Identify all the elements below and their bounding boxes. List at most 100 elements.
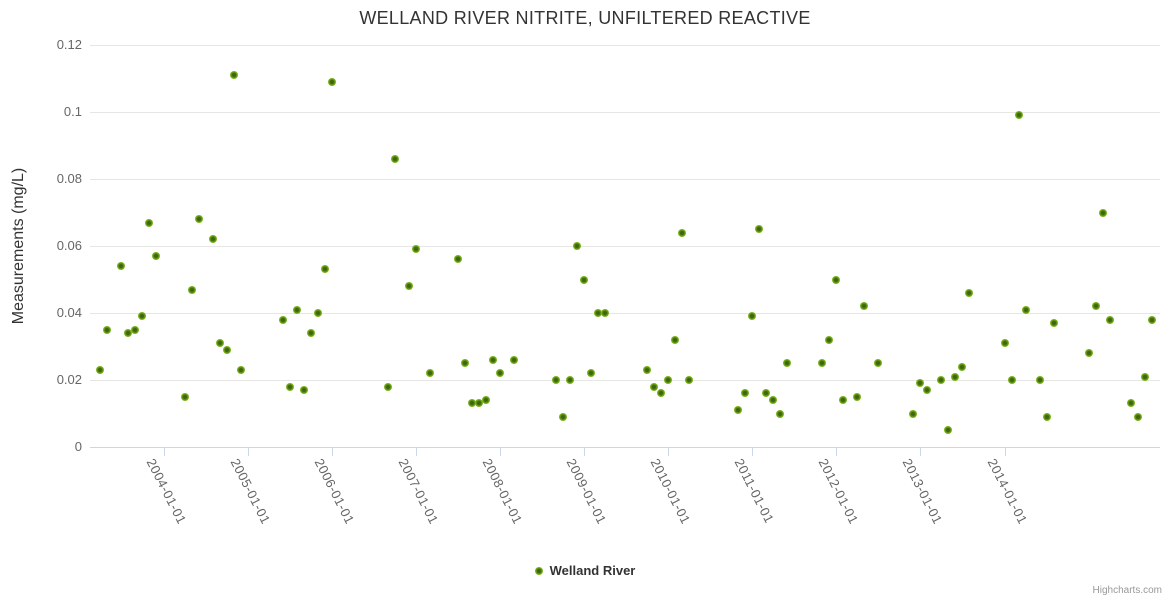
data-point[interactable]: [453, 255, 462, 264]
data-point[interactable]: [678, 228, 687, 237]
data-point[interactable]: [944, 426, 953, 435]
data-point[interactable]: [488, 355, 497, 364]
data-point[interactable]: [320, 265, 329, 274]
data-point[interactable]: [783, 359, 792, 368]
data-point[interactable]: [229, 71, 238, 80]
data-point[interactable]: [1091, 302, 1100, 311]
data-point[interactable]: [601, 309, 610, 317]
legend-label: Welland River: [549, 563, 636, 578]
data-point[interactable]: [643, 365, 652, 374]
data-point[interactable]: [825, 335, 834, 344]
data-point[interactable]: [909, 409, 918, 418]
x-axis-tick: [499, 448, 501, 456]
data-point[interactable]: [460, 359, 469, 368]
data-point[interactable]: [208, 235, 217, 244]
data-point[interactable]: [769, 396, 778, 405]
highcharts-credit-link[interactable]: Highcharts.com: [1092, 585, 1162, 596]
data-point[interactable]: [832, 275, 841, 284]
data-point[interactable]: [671, 335, 680, 344]
data-point[interactable]: [1000, 339, 1009, 348]
data-point[interactable]: [1007, 376, 1016, 384]
data-point[interactable]: [650, 382, 659, 391]
data-point[interactable]: [278, 315, 287, 324]
data-point[interactable]: [383, 382, 392, 391]
data-point[interactable]: [958, 362, 967, 371]
data-point[interactable]: [551, 376, 560, 384]
data-point[interactable]: [1014, 111, 1023, 120]
data-point[interactable]: [187, 285, 196, 294]
data-point[interactable]: [327, 77, 336, 86]
data-point[interactable]: [572, 242, 581, 250]
data-point[interactable]: [222, 345, 231, 354]
data-point[interactable]: [748, 312, 757, 321]
data-point[interactable]: [124, 329, 133, 338]
data-point[interactable]: [495, 369, 504, 378]
data-point[interactable]: [117, 262, 126, 271]
data-point[interactable]: [874, 359, 883, 368]
data-point[interactable]: [390, 154, 399, 163]
data-point[interactable]: [839, 396, 848, 405]
data-point[interactable]: [194, 215, 203, 224]
data-point[interactable]: [313, 309, 322, 317]
data-point[interactable]: [411, 245, 420, 254]
data-point[interactable]: [285, 382, 294, 391]
data-point[interactable]: [292, 305, 301, 314]
data-point[interactable]: [776, 409, 785, 418]
data-point[interactable]: [103, 325, 112, 334]
data-point[interactable]: [937, 376, 946, 384]
data-point[interactable]: [741, 389, 750, 398]
data-point[interactable]: [853, 392, 862, 401]
data-point[interactable]: [951, 372, 960, 381]
legend-item-welland-river[interactable]: Welland River: [534, 563, 636, 578]
data-point[interactable]: [762, 389, 771, 398]
data-point[interactable]: [558, 412, 567, 421]
data-point[interactable]: [96, 365, 105, 374]
data-point[interactable]: [1126, 399, 1135, 408]
data-point[interactable]: [215, 339, 224, 348]
data-point[interactable]: [860, 302, 869, 311]
data-point[interactable]: [1084, 349, 1093, 358]
y-axis-tick-label: 0.1: [63, 104, 82, 119]
data-point[interactable]: [580, 275, 588, 284]
data-point[interactable]: [587, 369, 595, 378]
data-point[interactable]: [1147, 315, 1156, 324]
data-point[interactable]: [965, 288, 974, 297]
data-point[interactable]: [474, 399, 483, 408]
data-point[interactable]: [180, 392, 189, 401]
data-point[interactable]: [236, 365, 245, 374]
x-axis-tick-label: 2012-01-01: [815, 456, 862, 527]
data-point[interactable]: [923, 386, 932, 395]
data-point[interactable]: [565, 376, 574, 384]
data-point[interactable]: [1133, 412, 1142, 421]
series-marker-icon: [534, 566, 543, 575]
data-point[interactable]: [509, 355, 518, 364]
data-point[interactable]: [664, 376, 673, 384]
x-axis-tick-label: 2005-01-01: [227, 456, 274, 527]
data-point[interactable]: [1042, 412, 1051, 421]
data-point[interactable]: [425, 369, 434, 378]
data-point[interactable]: [818, 359, 827, 368]
data-point[interactable]: [594, 309, 603, 317]
data-point[interactable]: [657, 389, 666, 398]
data-point[interactable]: [916, 379, 925, 388]
data-point[interactable]: [467, 399, 476, 408]
data-point[interactable]: [755, 225, 764, 234]
data-point[interactable]: [404, 282, 413, 291]
data-point[interactable]: [152, 252, 161, 261]
data-point[interactable]: [145, 218, 154, 227]
data-point[interactable]: [734, 406, 743, 415]
data-point[interactable]: [1098, 208, 1107, 217]
data-point[interactable]: [306, 329, 315, 338]
x-axis-tick-label: 2008-01-01: [479, 456, 526, 527]
data-point[interactable]: [1049, 319, 1058, 328]
data-point[interactable]: [1140, 372, 1149, 381]
data-point[interactable]: [1105, 315, 1114, 324]
data-point[interactable]: [1035, 376, 1044, 384]
data-point[interactable]: [481, 396, 490, 405]
data-point[interactable]: [299, 386, 308, 395]
data-point[interactable]: [138, 312, 147, 321]
data-point[interactable]: [685, 376, 694, 384]
x-axis-tick-label: 2010-01-01: [647, 456, 694, 527]
data-point[interactable]: [131, 325, 140, 334]
data-point[interactable]: [1021, 305, 1030, 314]
